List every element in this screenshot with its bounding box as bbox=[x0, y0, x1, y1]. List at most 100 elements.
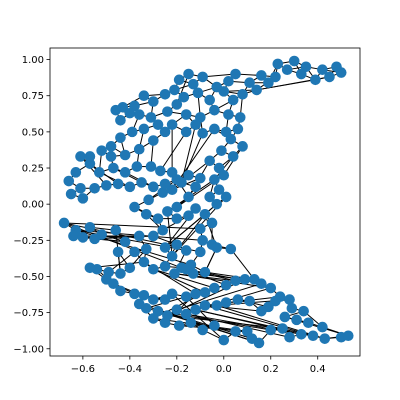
graph-edge bbox=[195, 309, 314, 337]
graph-node bbox=[105, 151, 117, 162]
graph-node bbox=[138, 289, 150, 301]
graph-node bbox=[317, 64, 328, 75]
graph-node bbox=[157, 187, 169, 198]
x-tick-label: 0.0 bbox=[216, 364, 232, 375]
graph-node bbox=[70, 167, 82, 178]
graph-node bbox=[105, 141, 117, 152]
graph-node bbox=[159, 317, 171, 329]
graph-node bbox=[133, 298, 145, 310]
graph-node bbox=[138, 90, 150, 102]
graph-node bbox=[65, 188, 77, 200]
graph-node bbox=[171, 304, 183, 316]
y-axis: −1.00 −0.75 −0.50 −0.25 0.00 0.25 0.50 0.75 1.00 bbox=[13, 55, 50, 355]
graph-node bbox=[230, 326, 241, 337]
graph-node bbox=[185, 317, 197, 329]
graph-node bbox=[197, 71, 208, 83]
graph-node bbox=[148, 96, 159, 107]
graph-node bbox=[101, 180, 112, 191]
graph-node bbox=[108, 278, 119, 289]
graph-node bbox=[136, 177, 147, 188]
graph-node bbox=[199, 266, 211, 278]
graph-node bbox=[183, 210, 194, 222]
graph-node bbox=[211, 300, 223, 311]
graph-node bbox=[84, 262, 96, 274]
graph-node bbox=[204, 191, 215, 203]
graph-node bbox=[152, 213, 164, 224]
graph-node bbox=[225, 243, 237, 255]
graph-node bbox=[180, 308, 192, 320]
graph-node bbox=[159, 126, 171, 138]
y-tick-label: 0.75 bbox=[22, 91, 44, 102]
x-tick-label: −0.6 bbox=[71, 364, 95, 375]
graph-node bbox=[295, 329, 307, 340]
graph-node bbox=[190, 181, 201, 193]
graph-node bbox=[213, 184, 225, 196]
graph-edge bbox=[216, 304, 325, 340]
graph-node bbox=[286, 302, 298, 314]
graph-node bbox=[197, 128, 208, 139]
graph-node bbox=[256, 70, 267, 81]
graph-node bbox=[129, 288, 140, 300]
graph-node bbox=[148, 313, 159, 324]
graph-node bbox=[279, 311, 291, 323]
graph-node bbox=[209, 123, 220, 135]
y-tick-label: 0.00 bbox=[22, 200, 44, 211]
graph-edge bbox=[230, 248, 255, 280]
y-tick-label: 0.50 bbox=[22, 127, 44, 138]
graph-node bbox=[291, 314, 302, 326]
graph-node bbox=[171, 174, 183, 185]
graph-node bbox=[180, 109, 192, 120]
graph-node bbox=[171, 201, 183, 213]
graph-node bbox=[232, 294, 244, 305]
graph-node bbox=[129, 201, 140, 213]
graph-node bbox=[155, 165, 166, 177]
graph-node bbox=[173, 320, 185, 331]
graph-node bbox=[199, 208, 211, 220]
graph-node bbox=[138, 256, 150, 268]
graph-node bbox=[178, 91, 190, 103]
graph-node bbox=[199, 287, 211, 298]
graph-node bbox=[251, 84, 262, 96]
graph-node bbox=[115, 268, 126, 279]
graph-node bbox=[265, 282, 277, 294]
graph-node bbox=[171, 99, 183, 110]
graph-node bbox=[166, 184, 178, 196]
graph-node bbox=[288, 55, 300, 67]
graph-node bbox=[148, 294, 159, 305]
graph-node bbox=[239, 274, 251, 285]
graph-node bbox=[119, 149, 131, 161]
graph-node bbox=[115, 115, 126, 126]
graph-node bbox=[77, 232, 89, 243]
graph-node bbox=[270, 71, 281, 83]
graph-node bbox=[342, 330, 354, 342]
graph-edge bbox=[256, 79, 316, 91]
graph-node bbox=[183, 169, 194, 181]
graph-edge bbox=[171, 293, 225, 341]
graph-node bbox=[303, 317, 314, 329]
graph-node bbox=[157, 224, 169, 236]
graph-node bbox=[197, 324, 208, 336]
graph-node bbox=[216, 145, 227, 156]
graph-node bbox=[190, 304, 201, 316]
graph-node bbox=[119, 236, 131, 248]
graph-node bbox=[195, 246, 206, 258]
graph-node bbox=[89, 182, 100, 194]
graph-node bbox=[295, 68, 307, 80]
graph-node bbox=[112, 246, 124, 258]
graph-node bbox=[131, 161, 143, 172]
graph-node bbox=[284, 294, 295, 305]
graph-node bbox=[159, 242, 171, 253]
graph-node bbox=[281, 64, 293, 75]
graph-node bbox=[227, 151, 239, 162]
graph-node bbox=[270, 295, 281, 307]
graph-node bbox=[204, 94, 215, 106]
x-tick-label: −0.2 bbox=[165, 364, 189, 375]
graph-node bbox=[148, 230, 159, 242]
graph-node bbox=[96, 145, 107, 156]
graph-node bbox=[187, 78, 199, 90]
graph-node bbox=[173, 74, 185, 86]
graph-node bbox=[209, 320, 220, 331]
graph-node bbox=[148, 263, 159, 275]
graph-node bbox=[171, 213, 183, 224]
